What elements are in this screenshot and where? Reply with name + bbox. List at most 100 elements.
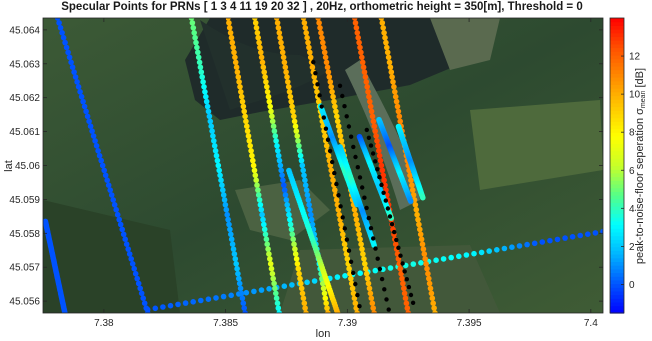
track-point: [298, 285, 305, 292]
track-3: [188, 18, 248, 313]
colorbar-segment: [610, 276, 624, 281]
track-point: [242, 310, 248, 313]
dot-point: [384, 297, 389, 302]
track-point: [333, 108, 339, 115]
colorbar-segment: [610, 305, 624, 310]
track-point: [381, 30, 387, 36]
track-point: [374, 138, 380, 144]
track-point: [448, 254, 455, 261]
track-point: [222, 202, 229, 208]
dot-point: [379, 182, 384, 188]
track-point: [325, 310, 331, 313]
track-point: [304, 34, 310, 41]
track-0: [54, 18, 151, 313]
track-point: [195, 49, 201, 56]
track-point: [357, 44, 363, 51]
track-point: [235, 270, 241, 277]
track-point: [252, 18, 258, 21]
track-point: [336, 211, 343, 218]
colorbar-segment: [610, 32, 624, 38]
track-point: [254, 30, 261, 36]
colorbar-segment: [610, 62, 624, 67]
track-point: [57, 25, 64, 31]
track-point: [304, 279, 310, 286]
track-point: [126, 251, 133, 257]
dot-point: [364, 205, 369, 211]
track-point: [264, 84, 270, 90]
dot-point: [364, 127, 369, 133]
track-point: [318, 30, 324, 36]
track-point: [311, 74, 318, 80]
track-point: [117, 221, 124, 228]
colorbar-segment: [610, 106, 624, 111]
track-point: [405, 310, 411, 313]
track-point: [267, 261, 274, 267]
colorbar-segment: [610, 43, 624, 49]
track-point: [54, 18, 61, 21]
colorbar-segment: [610, 161, 624, 167]
dot-point: [400, 261, 405, 266]
track-point: [108, 192, 115, 198]
dot-point: [368, 226, 374, 231]
track-point: [379, 20, 386, 26]
track-point: [363, 79, 370, 85]
colorbar-segment: [610, 298, 624, 303]
colorbar-segment: [610, 279, 624, 285]
dot-point: [373, 159, 378, 164]
track-point: [410, 261, 417, 267]
track-point: [62, 310, 68, 313]
track-8: [286, 167, 341, 313]
colorbar-segment: [610, 102, 624, 108]
colorbar-segment: [610, 272, 624, 277]
colorbar-segment: [610, 268, 624, 274]
track-point: [385, 54, 392, 61]
track-point: [209, 128, 215, 134]
track-point: [275, 148, 281, 154]
colorbar-segment: [610, 154, 624, 159]
track-point: [316, 20, 322, 26]
track-point: [366, 93, 372, 100]
colorbar-segment: [610, 261, 624, 266]
track-point: [478, 249, 485, 256]
track-point: [322, 295, 329, 302]
track-point: [262, 231, 269, 238]
track-point: [302, 177, 308, 183]
track-point: [293, 256, 300, 262]
track-point: [320, 285, 327, 292]
track-point: [249, 152, 255, 159]
track-point: [227, 226, 233, 233]
track-point: [357, 236, 363, 242]
track-point: [328, 84, 335, 90]
x-tick-label: 7.39: [338, 318, 358, 329]
x-tick-label: 7.4: [584, 318, 598, 329]
track-point: [370, 118, 377, 125]
track-point: [230, 44, 236, 51]
track-point: [238, 290, 245, 297]
x-tick-label: 7.395: [457, 318, 482, 329]
track-point: [353, 25, 360, 31]
track-5: [252, 18, 309, 313]
track-point: [279, 49, 286, 56]
track-15: [376, 116, 414, 204]
track-point: [362, 74, 369, 80]
track-point: [190, 299, 196, 305]
colorbar-segment: [610, 150, 624, 156]
track-point: [325, 152, 332, 159]
colorbar-segment: [610, 158, 624, 163]
track-point: [305, 197, 312, 203]
dot-point: [355, 292, 360, 298]
track-point: [105, 182, 112, 188]
track-point: [367, 290, 374, 297]
track-point: [426, 275, 432, 282]
colorbar-segment: [610, 198, 624, 203]
track-point: [278, 39, 284, 46]
track-point: [269, 113, 275, 120]
track-point: [412, 202, 419, 208]
colorbar-segment: [610, 21, 624, 26]
track-point: [402, 295, 409, 302]
colorbar-segment: [610, 91, 624, 97]
x-axis-label: lon: [316, 328, 331, 340]
track-point: [257, 44, 263, 51]
dot-point: [406, 284, 412, 290]
